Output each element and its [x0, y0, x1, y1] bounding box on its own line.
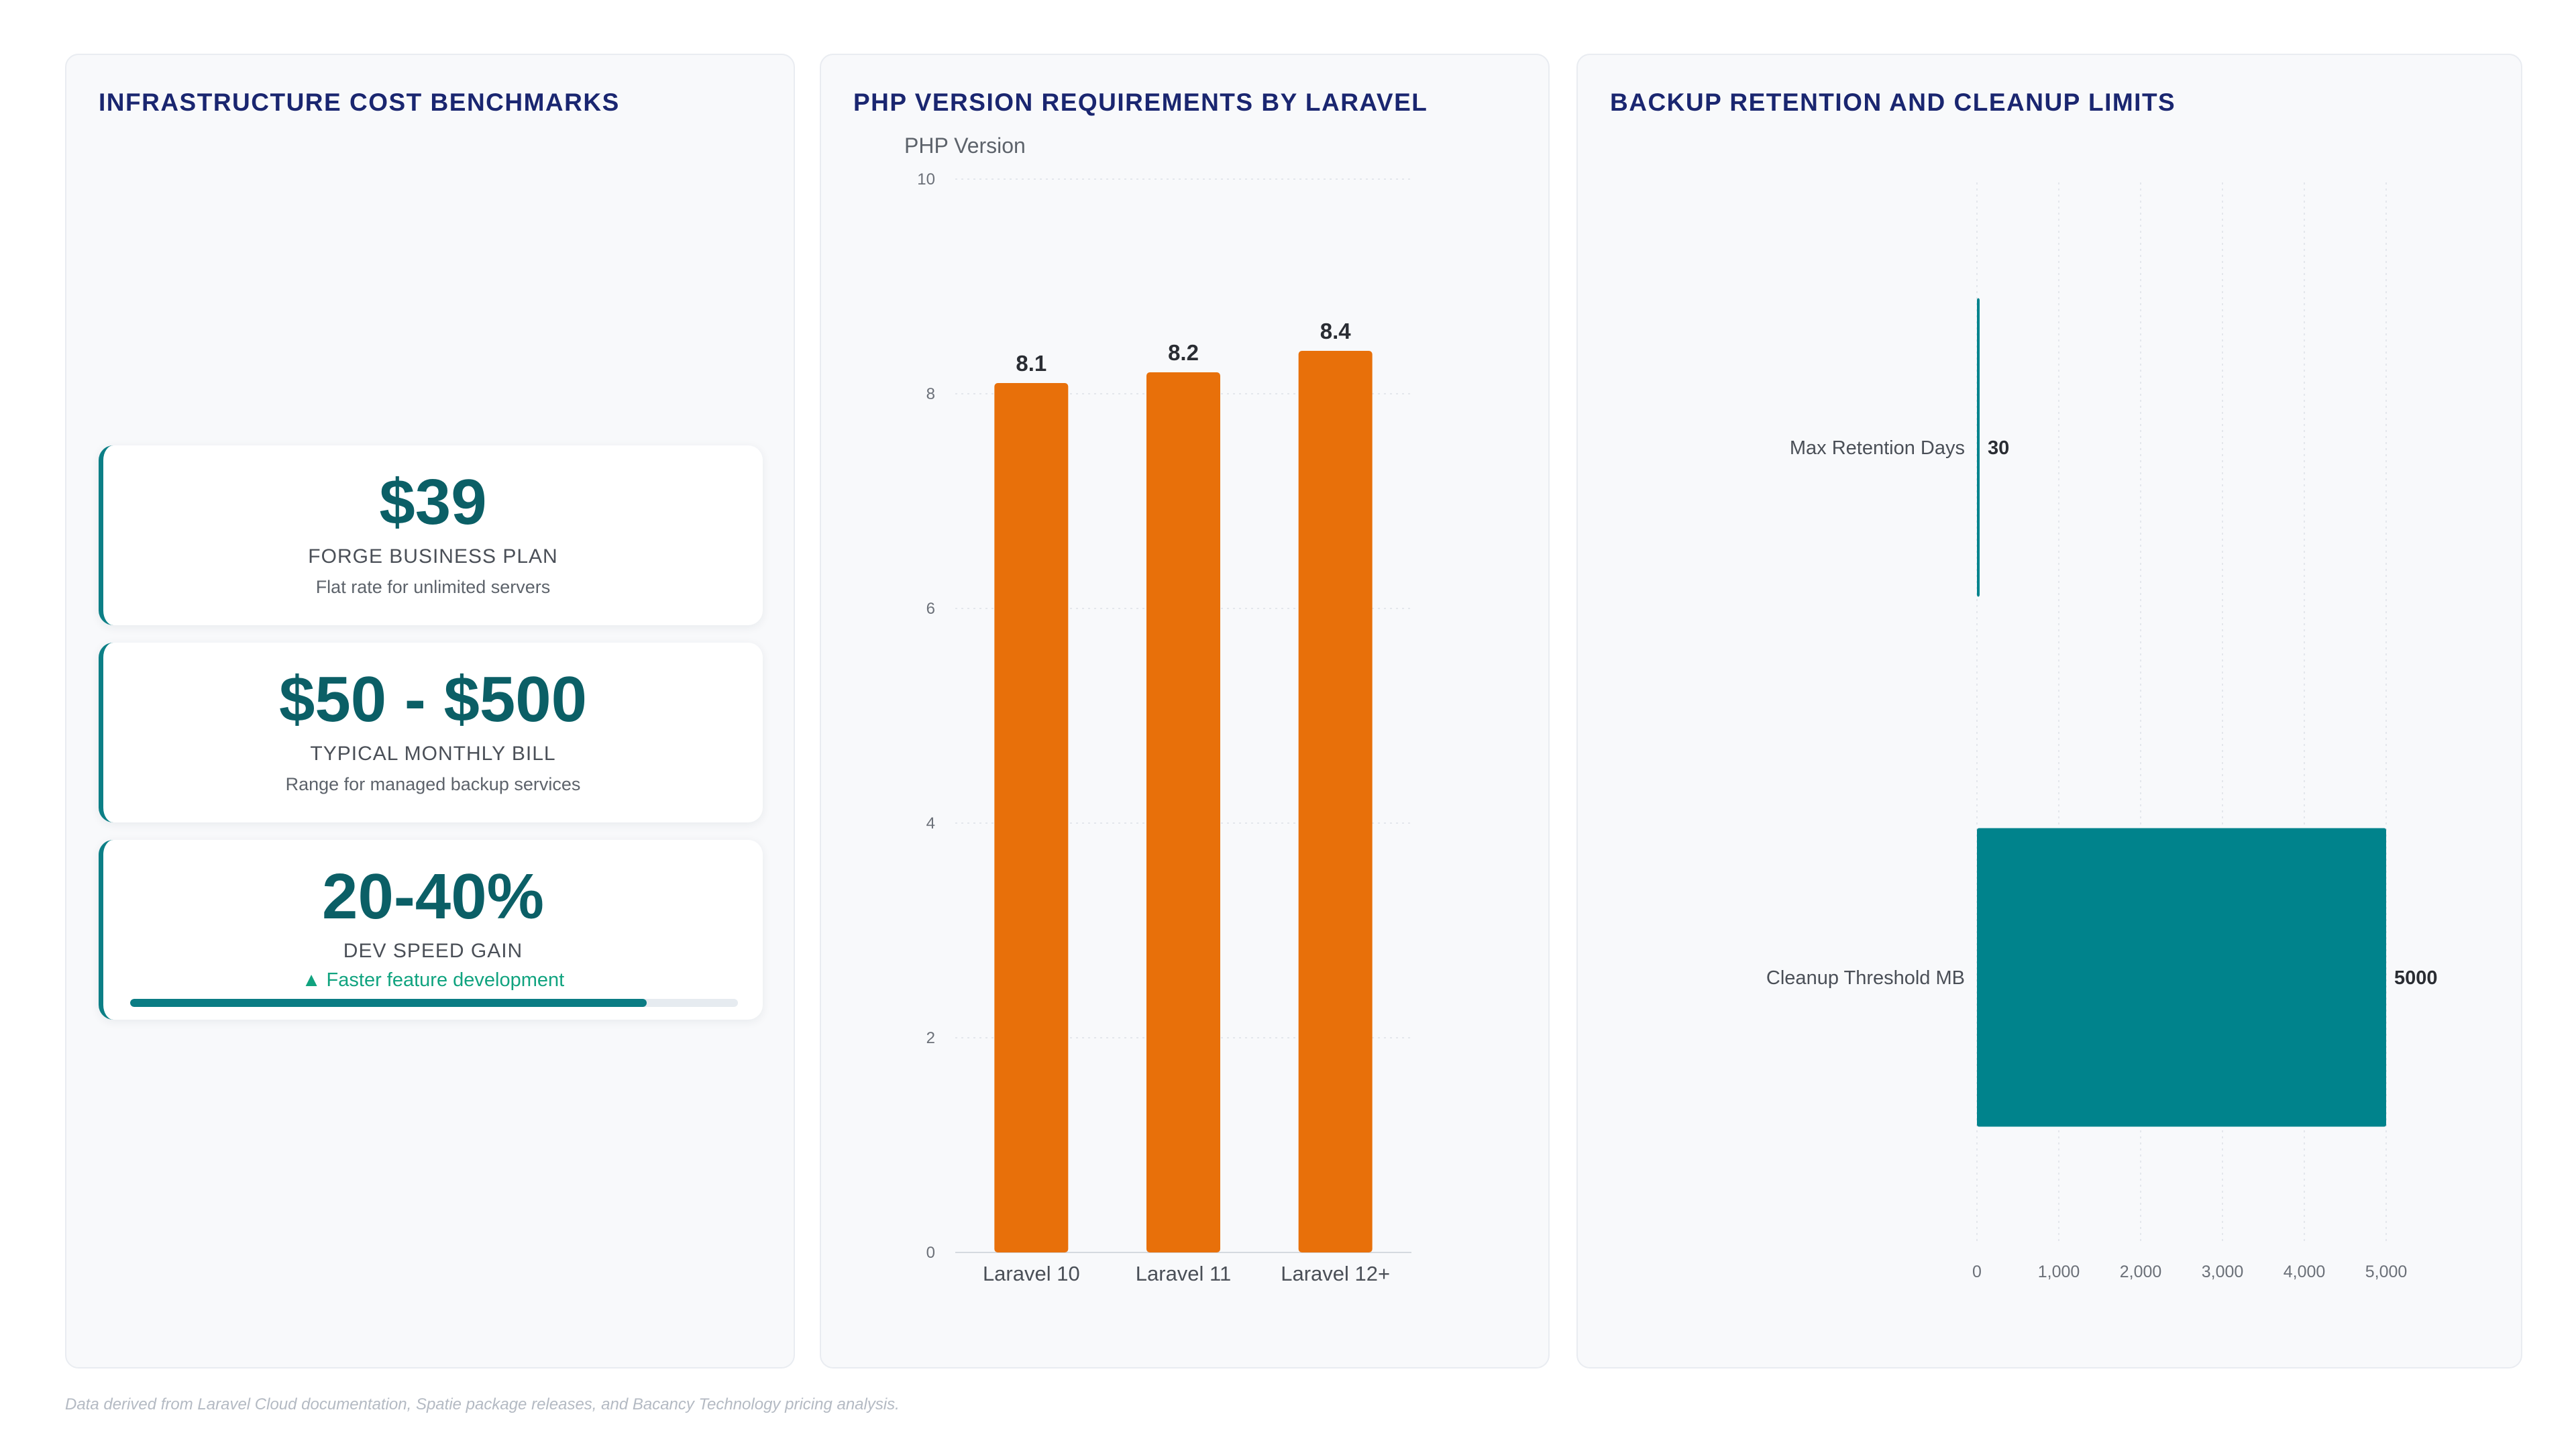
kpi-value: $39 — [379, 466, 487, 538]
bar-value-label: 30 — [1988, 437, 2009, 459]
x-tick-label: Laravel 12+ — [1281, 1262, 1390, 1285]
kpi-subtitle: Flat rate for unlimited servers — [315, 577, 551, 597]
y-axis-label: PHP Version — [904, 133, 1026, 158]
kpi-label: DEV SPEED GAIN — [343, 940, 523, 962]
x-tick-label: 3,000 — [2202, 1263, 2244, 1281]
cost-benchmarks-panel: INFRASTRUCTURE COST BENCHMARKS $39 FORGE… — [65, 54, 795, 1368]
x-tick-label: 0 — [1972, 1263, 1982, 1281]
x-tick-label: 2,000 — [2120, 1263, 2162, 1281]
kpi-card-forge-plan: $39 FORGE BUSINESS PLAN Flat rate for un… — [99, 445, 763, 625]
kpi-value: $50 - $500 — [278, 663, 588, 735]
x-tick-label: 4,000 — [2284, 1263, 2326, 1281]
bar — [1298, 351, 1373, 1252]
y-tick-label: 0 — [926, 1244, 935, 1262]
x-tick-label: Laravel 11 — [1136, 1262, 1231, 1285]
bar-value-label: 8.2 — [1168, 340, 1199, 365]
y-tick-label: 4 — [926, 814, 935, 833]
bar — [1977, 298, 1980, 597]
bar-value-label: 8.4 — [1320, 319, 1352, 343]
y-tick-label: Cleanup Threshold MB — [1766, 967, 1965, 989]
bar — [1146, 372, 1220, 1252]
bar-value-label: 8.1 — [1016, 351, 1046, 376]
kpi-trend-text: ▲ Faster feature development — [301, 969, 565, 991]
kpi-label: TYPICAL MONTHLY BILL — [310, 743, 556, 765]
panel-title-backup-retention: BACKUP RETENTION AND CLEANUP LIMITS — [1610, 89, 2176, 116]
y-tick-label: Max Retention Days — [1790, 437, 1965, 459]
footer-source-note: Data derived from Laravel Cloud document… — [65, 1395, 900, 1413]
backup-retention-chart: 0 1,000 2,000 3,000 4,000 5,000 Max Retention … — [1766, 182, 2438, 1281]
x-tick-label: 1,000 — [2038, 1263, 2080, 1281]
y-tick-label: 6 — [926, 600, 935, 618]
kpi-card-monthly-bill: $50 - $500 TYPICAL MONTHLY BILL Range fo… — [99, 643, 763, 822]
progress-bar-fill — [130, 999, 647, 1007]
bar — [1977, 828, 2386, 1127]
y-tick-label: 10 — [917, 170, 935, 189]
panel-title-cost-benchmarks: INFRASTRUCTURE COST BENCHMARKS — [99, 89, 620, 116]
kpi-subtitle: Range for managed backup services — [285, 774, 581, 794]
y-tick-label: 8 — [926, 385, 935, 403]
x-tick-label: Laravel 10 — [983, 1262, 1080, 1285]
x-tick-label: 5,000 — [2365, 1263, 2408, 1281]
progress-bar — [130, 999, 738, 1007]
kpi-value: 20-40% — [322, 861, 544, 932]
kpi-label: FORGE BUSINESS PLAN — [308, 545, 558, 568]
backup-retention-panel: BACKUP RETENTION AND CLEANUP LIMITS 0 1,0… — [1576, 54, 2522, 1368]
bar-value-label: 5000 — [2394, 967, 2438, 989]
kpi-card-dev-speed: 20-40% DEV SPEED GAIN ▲ Faster feature d… — [99, 840, 763, 1020]
php-version-chart: PHP Version 0 2 4 6 8 10 8.1 Laravel 10 8.2 Larave… — [904, 133, 1411, 1285]
panel-title-php-version: PHP VERSION REQUIREMENTS BY LARAVEL — [853, 89, 1428, 116]
y-tick-label: 2 — [926, 1029, 935, 1047]
bar — [994, 383, 1069, 1252]
php-version-panel: PHP VERSION REQUIREMENTS BY LARAVEL PHP … — [820, 54, 1550, 1368]
